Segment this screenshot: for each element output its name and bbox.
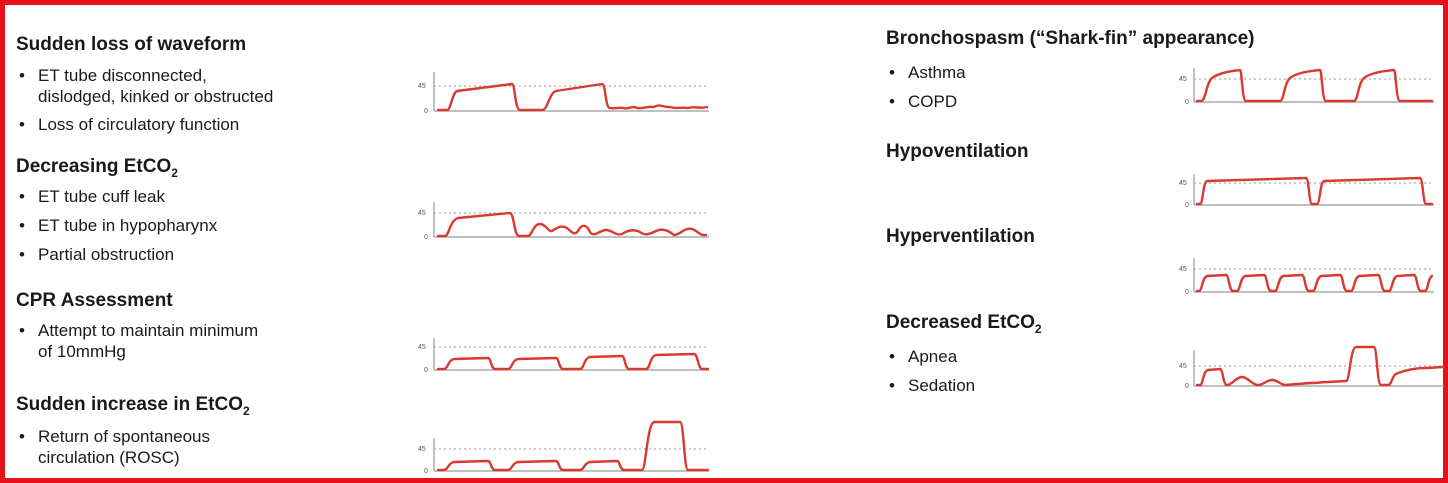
- tick-label-45: 45: [1179, 266, 1187, 273]
- bullet-item: Apnea: [886, 346, 1042, 368]
- bullet-list: ET tube cuff leak ET tube in hypopharynx…: [16, 186, 217, 266]
- bullet-item: Sedation: [886, 375, 1042, 397]
- bullet-list: Attempt to maintain minimum of 10mmHg: [16, 320, 258, 362]
- bullet-item: Loss of circulatory function: [16, 114, 273, 136]
- waveform-hyperventilation: 45 0: [1179, 258, 1434, 296]
- section-title: CPR Assessment: [16, 290, 173, 311]
- bullet-line: Return of spontaneous: [38, 426, 211, 446]
- section-decreasing-etco2: Decreasing EtCO2 ET tube cuff leak ET tu…: [16, 156, 217, 266]
- capnography-trace: [436, 211, 708, 238]
- bullet-line: dislodged, kinked or obstructed: [38, 87, 274, 106]
- title-text: Decreasing EtCO: [16, 156, 172, 177]
- capnography-trace: [1195, 68, 1434, 103]
- section-title: Decreasing EtCO2: [16, 156, 217, 180]
- bullet-line: circulation (ROSC): [38, 447, 180, 467]
- tick-label-0: 0: [424, 468, 428, 475]
- waveform-sudden-loss: 45 0: [418, 72, 709, 115]
- capnography-trace: [436, 352, 710, 371]
- bullet-list: Apnea Sedation: [886, 346, 1042, 397]
- section-title: Bronchospasm (“Shark-fin” appearance): [886, 28, 1255, 49]
- title-subscript: 2: [1034, 321, 1042, 336]
- tick-label-45: 45: [418, 344, 426, 351]
- bullet-item: Partial obstruction: [16, 244, 217, 266]
- section-title: Sudden increase in EtCO2: [16, 394, 250, 418]
- bullet-item: COPD: [886, 91, 1254, 113]
- capnography-trace: [436, 82, 709, 112]
- capnography-trace: [1195, 345, 1446, 387]
- tick-label-0: 0: [1185, 99, 1189, 106]
- section-title: Decreased EtCO2: [886, 312, 1042, 336]
- section-hyperventilation: Hyperventilation: [886, 226, 1035, 248]
- tick-label-0: 0: [424, 108, 428, 115]
- bullet-item: ET tube in hypopharynx: [16, 215, 217, 237]
- bullet-list: ET tube disconnected, dislodged, kinked o…: [16, 65, 273, 136]
- bullet-item: Asthma: [886, 62, 1254, 84]
- bullet-item: ET tube disconnected, dislodged, kinked o…: [16, 65, 273, 107]
- title-text: Decreased EtCO: [886, 312, 1035, 333]
- title-subscript: 2: [243, 403, 250, 418]
- section-bronchospasm: Bronchospasm (“Shark-fin” appearance) As…: [886, 28, 1254, 113]
- bullet-list: Asthma COPD: [886, 62, 1254, 113]
- waveform-sudden-increase: 45 0: [418, 420, 710, 475]
- capnography-trace: [1195, 273, 1434, 293]
- waveform-decreasing-etco2: 45 0: [418, 202, 709, 241]
- tick-label-45: 45: [1179, 180, 1187, 187]
- tick-label-45: 45: [418, 83, 426, 90]
- waveform-cpr-assessment: 45 0: [418, 338, 710, 374]
- section-title: Sudden loss of waveform: [16, 34, 247, 55]
- tick-label-0: 0: [1185, 383, 1189, 390]
- section-sudden-increase: Sudden increase in EtCO2 Return of spont…: [16, 394, 250, 468]
- tick-label-45: 45: [418, 210, 426, 217]
- waveform-bronchospasm: 45 0: [1179, 68, 1434, 106]
- bullet-line: of 10mmHg: [38, 342, 126, 361]
- capnography-trace: [436, 420, 710, 472]
- tick-label-0: 0: [424, 234, 428, 241]
- bullet-item: Attempt to maintain minimum of 10mmHg: [16, 320, 258, 362]
- section-title: Hyperventilation: [886, 226, 1035, 247]
- section-sudden-loss: Sudden loss of waveform ET tube disconne…: [16, 34, 273, 136]
- tick-label-45: 45: [1179, 363, 1187, 370]
- section-cpr-assessment: CPR Assessment Attempt to maintain minim…: [16, 290, 258, 362]
- waveform-decreased-etco2: 45 0: [1179, 345, 1446, 390]
- tick-label-45: 45: [1179, 76, 1187, 83]
- title-subscript: 2: [171, 165, 178, 180]
- bullet-line: ET tube disconnected,: [38, 66, 207, 85]
- section-decreased-etco2: Decreased EtCO2 Apnea Sedation: [886, 312, 1042, 397]
- bullet-item: ET tube cuff leak: [16, 186, 217, 208]
- tick-label-0: 0: [1185, 289, 1189, 296]
- capnography-trace: [1195, 176, 1434, 206]
- section-title: Hypoventilation: [886, 141, 1029, 162]
- section-hypoventilation: Hypoventilation: [886, 141, 1029, 163]
- title-text: Sudden increase in EtCO: [16, 394, 243, 415]
- waveform-hypoventilation: 45 0: [1179, 174, 1434, 209]
- bullet-line: Attempt to maintain minimum: [38, 321, 259, 340]
- tick-label-45: 45: [418, 446, 426, 453]
- tick-label-0: 0: [1185, 202, 1189, 209]
- tick-label-0: 0: [424, 367, 428, 374]
